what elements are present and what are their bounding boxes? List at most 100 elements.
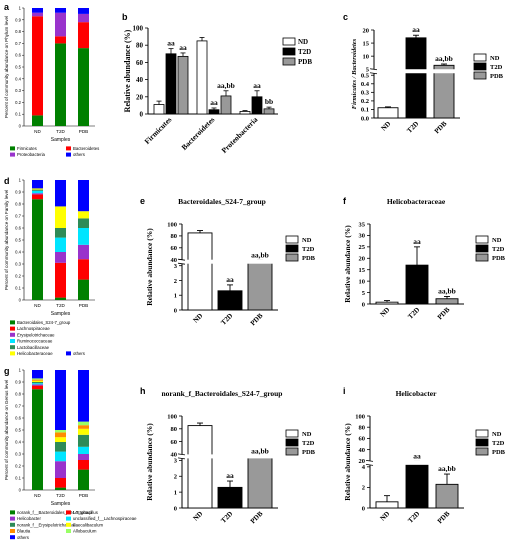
stack-segment-pdb-4: [78, 218, 89, 228]
significance-label: aa: [253, 81, 261, 90]
legend-label: Blautia: [17, 529, 31, 534]
x-tick-label: PDB: [79, 303, 88, 308]
legend-swatch: [66, 146, 71, 151]
y-tick-label: 40: [359, 447, 366, 454]
y-tick-label: 4: [362, 464, 366, 471]
significance-label: aa: [179, 43, 187, 52]
x-tick-label: PDB: [79, 129, 88, 134]
stack-segment-pdb-5: [78, 211, 89, 219]
legend-swatch: [282, 57, 296, 66]
y-tick-label: 100: [133, 25, 144, 33]
legend-label: others: [73, 351, 85, 356]
y-tick-label: 20: [359, 458, 366, 465]
legend-label: Lachnospiraceae: [17, 326, 50, 331]
stack-segment-nd-6: [32, 180, 43, 189]
legend-label: Lactobacillaceae: [17, 345, 50, 350]
y-tick-label: 1: [174, 489, 177, 496]
legend-label: T2D: [492, 440, 505, 447]
y-tick-label: 40: [136, 76, 144, 84]
y-tick-label: 0.3: [361, 90, 370, 97]
bar-nd: [375, 301, 399, 305]
stack-segment-nd-1: [32, 385, 43, 390]
y-tick-label: 0: [174, 307, 177, 314]
significance-label: aa,bb: [251, 446, 269, 455]
legend-label: Helicobacter: [17, 516, 41, 521]
stack-segment-t2d-6: [55, 432, 66, 438]
stack-segment-t2d-6: [55, 180, 66, 207]
legend-label: T2D: [490, 64, 503, 71]
legend-swatch: [10, 152, 15, 157]
x-tick-label: T2D: [405, 120, 420, 135]
stack-segment-nd-2: [32, 193, 43, 195]
panel-label-h: h: [140, 386, 146, 396]
stack-segment-pdb-2: [78, 454, 89, 460]
y-tick-label: 80: [359, 425, 366, 432]
legend-label: norank_f__Bacteroidales_S24-7_group: [17, 510, 92, 515]
legend-swatch: [285, 253, 299, 262]
y-tick-label: 80: [136, 42, 144, 50]
legend-label: Helicobacteraceae: [17, 351, 53, 356]
stack-segment-pdb-6: [78, 180, 89, 212]
axis-break-mark: [177, 262, 186, 265]
stack-segment-t2d-0: [55, 487, 66, 490]
axis-break-gap: [178, 259, 280, 264]
legend-swatch: [66, 516, 71, 521]
y-axis-label: Percent of community abundance on Phylum…: [4, 16, 9, 118]
y-tick-label: 15: [363, 40, 370, 47]
stack-segment-nd-6: [32, 379, 43, 381]
legend-swatch: [285, 429, 299, 438]
y-tick-label: 0.4: [15, 250, 21, 255]
y-tick-label: 0: [140, 111, 144, 119]
significance-label: bb: [265, 97, 273, 106]
legend-label: PDB: [490, 73, 504, 80]
significance-label: aa: [226, 471, 234, 480]
x-tick-label: PDB: [249, 312, 265, 328]
legend-label: T2D: [298, 48, 311, 56]
legend-swatch: [475, 235, 489, 244]
y-tick-label: 0.5: [15, 238, 21, 243]
significance-label: aa,bb: [438, 464, 456, 473]
bar-nd: [187, 425, 213, 509]
stack-segment-pdb-8: [78, 370, 89, 422]
legend-label: T2D: [492, 246, 505, 253]
bar-pdb: [220, 95, 232, 115]
x-tick-label: ND: [34, 303, 41, 308]
y-tick-label: 20: [363, 27, 370, 34]
legend-label: PDB: [492, 449, 506, 456]
legend-label: others: [73, 152, 85, 157]
x-tick-label: PDB: [436, 306, 452, 322]
chart-f-svg: Helicobacteraceae Relative abundance (%) 0…: [343, 197, 506, 322]
axis-break-mark: [369, 72, 378, 75]
stack-segment-pdb-2: [78, 13, 89, 23]
legend-swatch: [66, 529, 71, 533]
y-axis-label: Relative abundance (%): [343, 225, 352, 303]
stack-segment-nd-0: [32, 389, 43, 490]
legend-swatch: [10, 535, 15, 540]
stack-segment-nd-4: [32, 382, 43, 384]
y-tick-label: 2: [174, 278, 177, 285]
legend-swatch: [473, 53, 487, 62]
stack-segment-pdb-3: [78, 8, 89, 14]
x-axis-label: Samples: [51, 137, 71, 143]
x-tick-label: ND: [380, 120, 393, 133]
legend-label: Faecalibaculum: [73, 522, 104, 527]
y-axis-label: Relative abundance (%): [343, 423, 352, 501]
y-tick-label: 0.3: [15, 88, 21, 93]
x-tick-label: T2D: [56, 493, 65, 498]
bar-nd: [153, 104, 165, 115]
significance-label: aa,bb: [435, 54, 453, 63]
legend-swatch: [285, 447, 299, 456]
stack-segment-nd-1: [32, 16, 43, 116]
stack-segment-t2d-1: [55, 262, 66, 298]
x-tick-label: ND: [34, 493, 41, 498]
panel-label-e: e: [140, 196, 146, 206]
legend-swatch: [66, 510, 71, 515]
x-tick-label: Firmicutes: [143, 115, 174, 146]
legend-swatch: [10, 326, 15, 331]
y-axis-label: Percent of community abundance on Family…: [4, 190, 9, 290]
y-tick-label: 0.4: [15, 440, 21, 445]
stack-segment-pdb-5: [78, 428, 89, 435]
y-tick-label: 0.6: [15, 53, 21, 58]
y-tick-label: 0.2: [361, 98, 369, 105]
